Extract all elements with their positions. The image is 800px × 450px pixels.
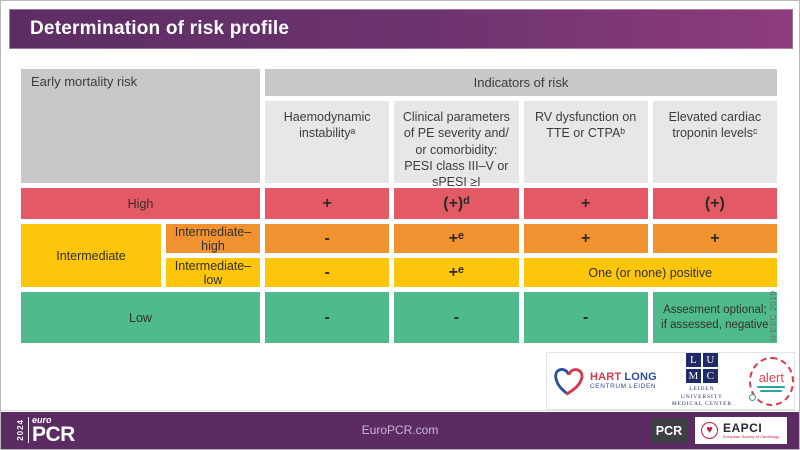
alert-label: alert — [758, 369, 784, 385]
alert-logo: alert — [748, 356, 794, 406]
slide-header: Determination of risk profile — [9, 9, 793, 49]
europcr-logo: 2024 euro PCR — [16, 415, 75, 446]
lumc-name: LEIDEN UNIVERSITY MEDICAL CENTER — [670, 386, 734, 409]
lumc-letter-u: U — [702, 352, 718, 367]
europcr-euro-text: euro — [32, 415, 52, 425]
row-label-intermediate-low: Intermediate–low — [166, 258, 260, 287]
esc-copyright: ©ESC 2019 — [768, 290, 778, 343]
col-header-haemodynamic: Haemodynamic instabilityᵃ — [265, 101, 390, 183]
hartlong-word-long: LONG — [624, 371, 657, 384]
hartlong-word-hart: HART — [590, 371, 622, 384]
lumc-logo: L U M C LEIDEN UNIVERSITY MEDICAL CENTER — [670, 352, 734, 409]
low-rv-cell: - — [523, 292, 648, 343]
int-low-clinical-cell: +ᵉ — [394, 258, 519, 287]
alert-dot-icon — [748, 393, 756, 401]
eapci-subtext: European Society of Cardiology — [723, 433, 780, 439]
int-high-clinical-cell: +ᵉ — [394, 224, 519, 253]
hartlong-logo: HART LONG CENTRUM LEIDEN — [547, 363, 657, 399]
int-high-rv-cell: + — [523, 224, 648, 253]
row-label-high: High — [21, 188, 260, 219]
hartlong-heart-icon — [554, 368, 584, 396]
int-high-haemodynamic-cell: - — [265, 224, 390, 253]
alert-tagline-mark — [757, 385, 786, 388]
hartlong-text: HART LONG CENTRUM LEIDEN — [590, 371, 657, 390]
lumc-name-line1: LEIDEN UNIVERSITY — [680, 385, 723, 400]
row-label-low: Low — [21, 292, 260, 343]
high-troponin-cell: (+) — [652, 188, 777, 219]
indicators-group-header: Indicators of risk — [265, 69, 777, 96]
low-clinical-cell: - — [394, 292, 519, 343]
high-rv-cell: + — [523, 188, 648, 219]
int-high-troponin-cell: + — [652, 224, 777, 253]
col-header-rv-dysfunction: RV dysfunction on TTE or CTPAᵇ — [523, 101, 648, 183]
europcr-website: EuroPCR.com — [361, 423, 439, 437]
low-troponin-note-cell: Assesment optional; if assessed, negativ… — [652, 292, 777, 343]
high-haemodynamic-cell: + — [265, 188, 390, 219]
int-low-haemodynamic-cell: - — [265, 258, 390, 287]
europcr-logo-divider — [28, 417, 29, 444]
lumc-letter-m: M — [685, 368, 701, 383]
col-header-troponin: Elevated cardiac troponin levelsᶜ — [652, 101, 777, 183]
hartlong-subtitle: CENTRUM LEIDEN — [590, 383, 657, 391]
footer-divider — [1, 410, 799, 411]
row-label-intermediate: Intermediate — [21, 224, 161, 287]
lumc-name-line2: MEDICAL CENTER — [671, 401, 732, 408]
lumc-letter-grid: L U M C — [685, 352, 718, 383]
corner-header: Early mortality risk — [21, 69, 260, 183]
risk-table: Early mortality risk Indicators of risk … — [21, 69, 777, 343]
eapci-label: EAPCI — [723, 420, 763, 435]
slide-footer: 2024 euro PCR EuroPCR.com PCR ♥ EAPCI Eu… — [1, 412, 799, 449]
partner-logos-box: HART LONG CENTRUM LEIDEN L U M C LEIDEN U… — [546, 352, 795, 410]
pcr-badge: PCR — [651, 418, 687, 443]
page-title: Determination of risk profile — [30, 18, 290, 39]
row-label-intermediate-high: Intermediate–high — [166, 224, 260, 253]
low-haemodynamic-cell: - — [265, 292, 390, 343]
int-low-merged-cell: One (or none) positive — [523, 258, 777, 287]
europcr-pcr-text: PCR — [32, 422, 75, 446]
lumc-letter-c: C — [702, 368, 718, 383]
high-clinical-cell: (+)ᵈ — [394, 188, 519, 219]
eapci-badge: ♥ EAPCI European Society of Cardiology — [695, 417, 787, 444]
eapci-heart-icon: ♥ — [701, 422, 718, 439]
alert-tagline-mark2 — [760, 389, 783, 392]
col-header-clinical-parameters: Clinical parameters of PE severity and/ … — [394, 101, 519, 189]
lumc-letter-l: L — [685, 352, 701, 367]
